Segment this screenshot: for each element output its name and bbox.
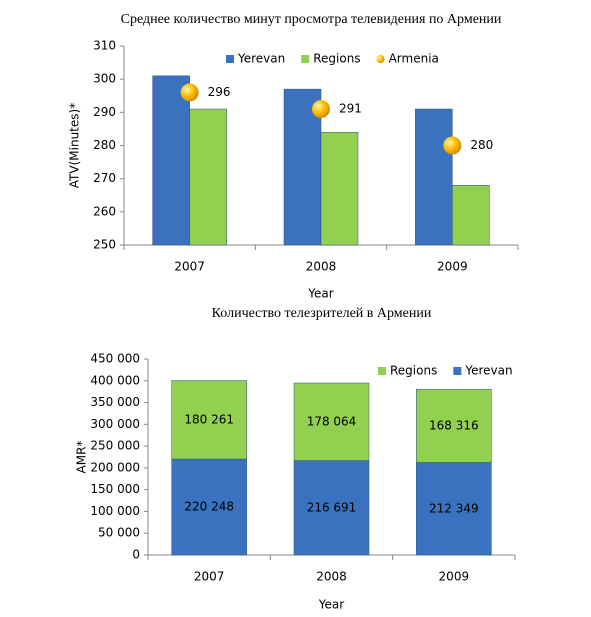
y-tick-label: 260 [93, 204, 116, 218]
point [443, 136, 462, 155]
x-axis-label: Year [318, 598, 344, 612]
bar-segment [293, 460, 370, 556]
y-tick-label: 50 000 [98, 526, 140, 540]
data-label: 168 316 [429, 418, 479, 432]
legend-label: Regions [390, 364, 437, 378]
point [312, 100, 330, 119]
y-tick-label: 270 [93, 171, 116, 185]
data-label: 296 [208, 85, 231, 99]
data-label: 180 261 [184, 412, 234, 426]
bar-segment [416, 388, 492, 463]
legend-swatch [453, 367, 462, 375]
y-tick-label: 300 000 [90, 417, 140, 431]
y-tick-label: 0 [132, 548, 140, 562]
bar-segment [293, 382, 370, 461]
y-tick-label: 300 [93, 72, 116, 86]
data-label: 216 691 [307, 500, 357, 514]
y-axis-label: AMR* [75, 441, 89, 474]
bar-segment [416, 462, 492, 556]
y-tick-label: 450 000 [90, 352, 140, 366]
legend-swatch [378, 367, 386, 375]
y-tick-label: 310 [93, 39, 116, 53]
y-tick-label: 400 000 [90, 373, 140, 387]
data-label: 280 [470, 138, 493, 152]
legend-label: Regions [313, 52, 360, 66]
chart-title: Количество телезрителей в Армении [212, 306, 432, 321]
data-label: 220 248 [184, 500, 234, 514]
y-tick-label: 150 000 [90, 482, 140, 496]
y-axis-label: ATV(Minutes)* [68, 103, 82, 188]
y-tick-label: 250 000 [90, 439, 140, 453]
bar [320, 131, 359, 246]
y-tick-label: 250 [93, 238, 116, 252]
legend-swatch [376, 55, 385, 63]
chart-title: Среднее количество минут просмотра телев… [121, 12, 502, 27]
y-tick-label: 280 [93, 138, 116, 152]
point [180, 83, 199, 102]
data-label: 178 064 [307, 414, 357, 428]
bar [415, 108, 453, 246]
bar [452, 185, 490, 246]
y-tick-label: 350 000 [90, 395, 140, 409]
legend-label: Yerevan [464, 364, 512, 378]
x-tick-label: 2007 [194, 570, 225, 584]
bar-segment [171, 380, 247, 460]
legend-label: Armenia [389, 52, 439, 66]
x-tick-label: 2007 [174, 260, 205, 274]
x-tick-label: 2009 [437, 260, 468, 274]
bar [189, 108, 227, 246]
bar-segment [171, 458, 247, 556]
data-label: 291 [339, 102, 362, 116]
x-tick-label: 2009 [439, 570, 470, 584]
y-tick-label: 100 000 [90, 504, 140, 518]
legend-swatch [301, 55, 310, 63]
y-tick-label: 290 [93, 105, 116, 119]
legend-label: Yerevan [237, 52, 285, 66]
data-label: 212 349 [429, 501, 479, 515]
x-axis-label: Year [307, 287, 333, 301]
x-tick-label: 2008 [306, 260, 337, 274]
y-tick-label: 200 000 [90, 460, 140, 474]
bar [152, 75, 190, 246]
legend-swatch [226, 55, 234, 63]
x-tick-label: 2008 [316, 570, 347, 584]
